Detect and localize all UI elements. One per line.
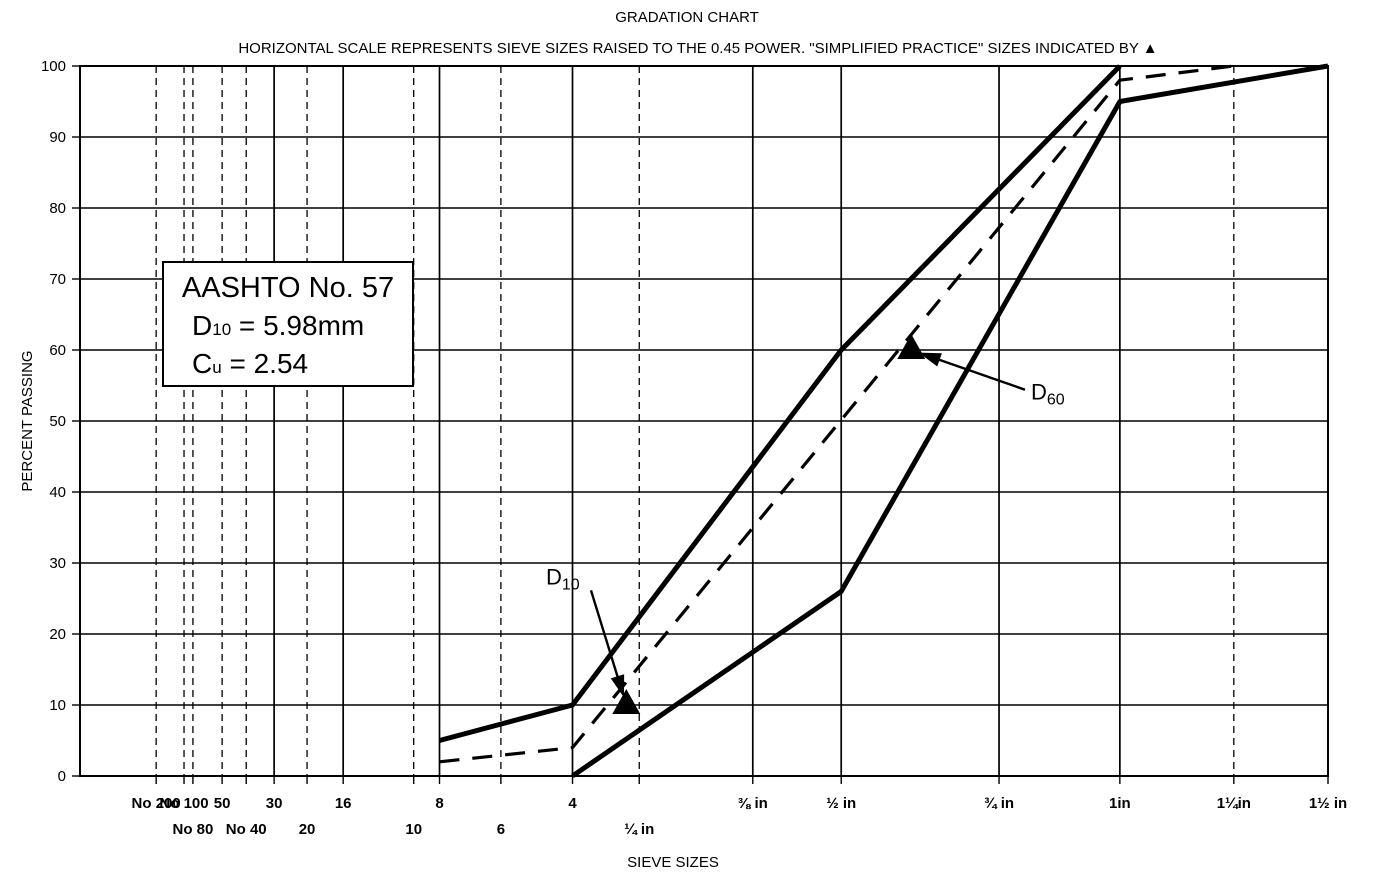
info-box-line2-main: D — [192, 310, 212, 341]
x-tick-label: ¾ in — [984, 795, 1014, 812]
x-tick-label: ⅜ in — [738, 795, 768, 812]
chart-subtitle: HORIZONTAL SCALE REPRESENTS SIEVE SIZES … — [238, 40, 1157, 57]
annotation-label-sub: 60 — [1047, 392, 1065, 409]
y-tick-label: 20 — [49, 626, 66, 643]
y-tick-label: 100 — [41, 58, 66, 75]
info-box-line2-sub: 10 — [212, 320, 231, 339]
series-line-solid — [571, 63, 1329, 779]
x-tick-label: 20 — [299, 821, 316, 838]
annotation-label-sub: 10 — [562, 576, 580, 593]
x-tick-label: ¼ in — [624, 821, 654, 838]
x-tick-label: No 200 — [132, 795, 181, 812]
info-box-frame — [162, 261, 414, 387]
x-tick-label: 16 — [335, 795, 352, 812]
triangle-marker — [612, 689, 641, 714]
y-axis-label: PERCENT PASSING — [19, 350, 36, 491]
x-tick-label: No 100 — [159, 795, 208, 812]
info-box-line2-rest: = 5.98mm — [231, 310, 364, 341]
series-layer — [438, 63, 1329, 779]
chart-title: GRADATION CHART — [615, 9, 759, 26]
x-tick-label: 10 — [405, 821, 422, 838]
series-line-solid — [438, 64, 1122, 743]
y-axis-ticks: 0 10 20 30 40 50 60 70 80 90 100 — [41, 58, 80, 785]
x-tick-label: 1½ in — [1309, 795, 1347, 812]
y-tick-label: 80 — [49, 200, 66, 217]
gridlines — [80, 66, 1328, 776]
annotation-arrow — [924, 353, 1026, 391]
y-tick-label: 70 — [49, 271, 66, 288]
annotation-arrowhead — [918, 352, 942, 367]
y-tick-label: 10 — [49, 697, 66, 714]
x-tick-label: 1in — [1109, 795, 1131, 812]
y-tick-label: 60 — [49, 342, 66, 359]
x-tick-label: 1¼in — [1217, 795, 1251, 812]
annotation-arrow — [589, 589, 624, 692]
x-tick-label: 30 — [266, 795, 283, 812]
x-tick-label: ½ in — [826, 795, 856, 812]
annotation-arrowhead — [610, 674, 625, 698]
triangle-marker — [897, 334, 926, 359]
info-box-line1: AASHTO No. 57 — [182, 272, 394, 304]
marker-layer — [612, 334, 926, 714]
y-tick-label: 30 — [49, 555, 66, 572]
x-tick-label: 8 — [435, 795, 443, 812]
y-tick-label: 0 — [58, 768, 66, 785]
info-box-line3-rest: = 2.54 — [222, 348, 308, 379]
y-tick-label: 50 — [49, 413, 66, 430]
series-line-dashed — [439, 64, 1234, 764]
annotation-label-main: D — [1031, 380, 1047, 405]
x-tick-label: No 80 — [172, 821, 213, 838]
y-tick-label: 40 — [49, 484, 66, 501]
x-tick-label: 6 — [497, 821, 505, 838]
x-tick-label: No 40 — [226, 821, 267, 838]
info-box-line3-sub: u — [212, 358, 221, 377]
x-axis-label: SIEVE SIZES — [627, 854, 719, 871]
info-box-line2: D10 = 5.98mm — [192, 310, 364, 341]
annotation-label-main: D — [546, 564, 562, 589]
info-box: AASHTO No. 57 D10 = 5.98mm Cu = 2.54 — [162, 261, 414, 387]
y-tick-label: 90 — [49, 129, 66, 146]
x-tick-label: 50 — [214, 795, 231, 812]
x-tick-label: 4 — [568, 795, 577, 812]
info-box-line3: Cu = 2.54 — [192, 348, 308, 379]
annotation-label: D60 — [1031, 380, 1065, 409]
info-box-line3-main: C — [192, 348, 212, 379]
annotation-label: D10 — [546, 564, 580, 593]
